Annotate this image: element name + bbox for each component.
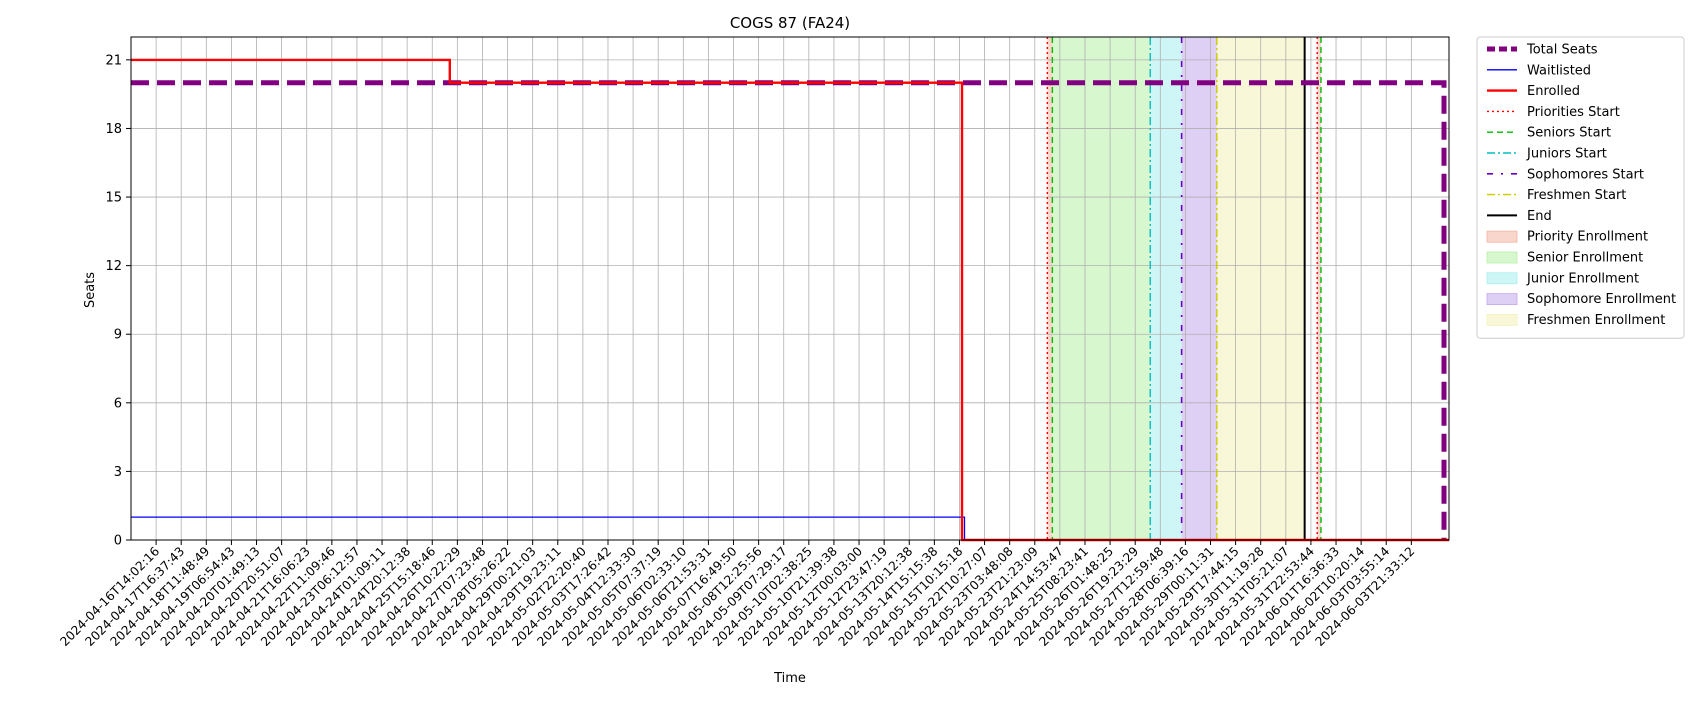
legend-label: Freshmen Start [1527,188,1626,203]
legend-label: Juniors Start [1526,147,1607,162]
y-tick-label: 0 [114,534,122,549]
legend-label: Freshmen Enrollment [1527,313,1665,328]
span-5 [1317,37,1321,540]
legend-label: Enrolled [1527,84,1580,99]
legend-label: Priorities Start [1527,105,1620,120]
legend-frame [1476,36,1685,339]
legend-label: Total Seats [1526,43,1598,58]
y-tick-label: 21 [105,53,122,68]
legend-swatch [1486,230,1518,243]
span-2 [1150,37,1182,540]
y-tick-label: 9 [114,328,122,343]
plot-frame [130,36,1450,541]
span-0 [1047,37,1053,540]
chart-title: COGS 87 (FA24) [730,14,850,32]
legend-label: Priority Enrollment [1527,230,1648,245]
x-axis-label: Time [773,671,806,686]
y-axis-label: Seats [83,272,98,308]
span-1 [1052,37,1151,540]
y-tick-label: 15 [105,191,122,206]
legend-label: Junior Enrollment [1526,271,1639,286]
legend-swatch [1486,313,1518,326]
plot-area: 0369121518212024-04-16T14:02:162024-04-1… [57,36,1450,649]
legend-label: Sophomores Start [1527,167,1644,182]
legend-swatch [1486,293,1518,306]
legend-label: End [1527,209,1552,224]
legend: Total Seats Waitlisted Enrolled Priorities … [1476,36,1685,339]
legend-label: Sophomore Enrollment [1527,292,1676,307]
legend-label: Waitlisted [1527,63,1591,78]
legend-swatch [1486,272,1518,285]
y-tick-label: 6 [114,396,122,411]
legend-label: Seniors Start [1527,126,1611,141]
y-tick-label: 3 [114,465,122,480]
legend-swatch [1486,251,1518,264]
span-3 [1181,37,1217,540]
legend-label: Senior Enrollment [1527,251,1643,266]
series-total-seats [131,80,1447,540]
y-tick-label: 18 [105,122,122,137]
y-tick-label: 12 [105,259,122,274]
